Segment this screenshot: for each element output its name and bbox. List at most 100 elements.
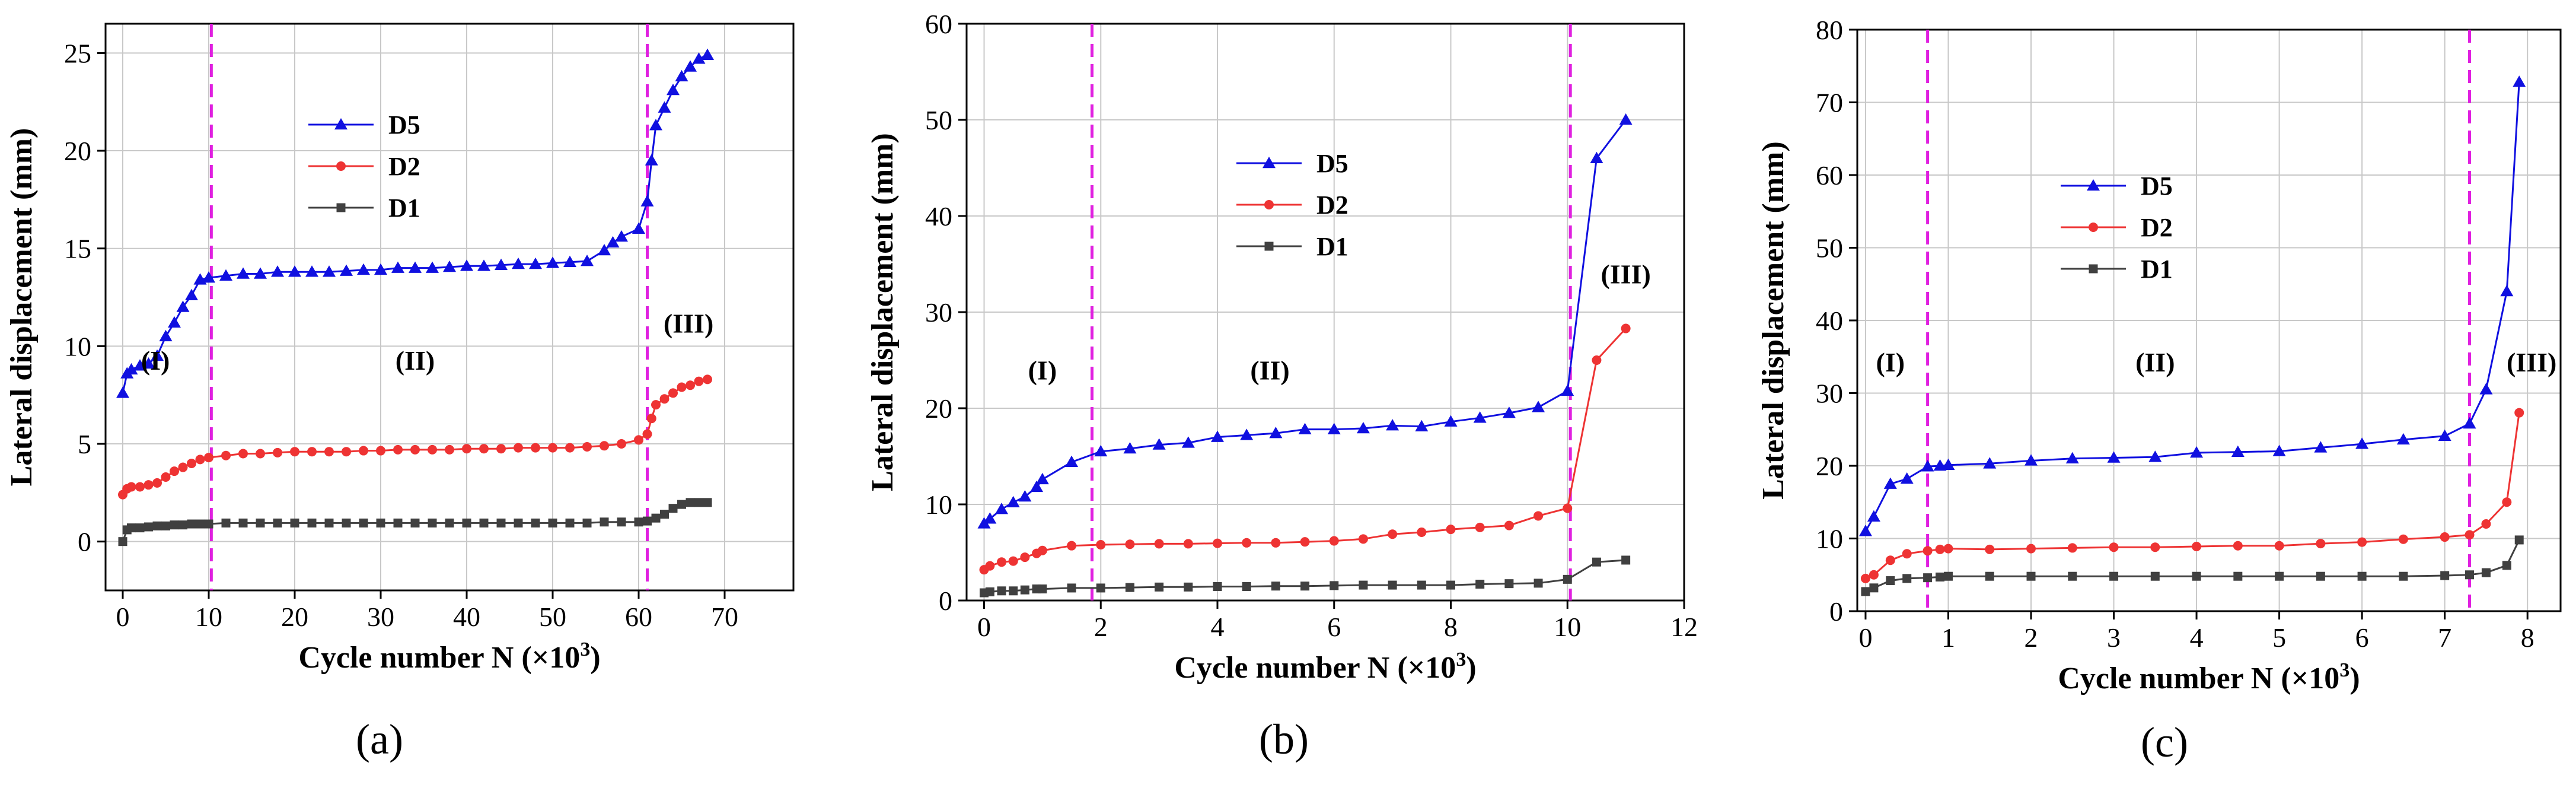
x-axis-title: Cycle number N (×103) [1174,649,1476,685]
data-point-d5 [159,329,173,342]
data-point-d1 [1155,582,1164,592]
data-point-d2 [195,455,205,465]
data-point-d5 [340,264,353,276]
phase-label: (II) [396,345,435,376]
data-point-d2 [1213,538,1223,548]
data-point-d1 [342,518,351,528]
series-d1 [980,555,1631,598]
data-point-d1 [668,504,678,513]
data-point-d5 [1035,472,1049,485]
data-point-d5 [391,261,404,273]
data-point-d2 [1242,538,1252,548]
data-point-d1 [1985,571,1994,581]
data-point-d2 [376,446,385,456]
data-point-d2 [342,447,351,457]
chart-panel-1: 0 10 20 30 40 50 60 70 0 5 10 15 20 25 Cycle number N … [5,23,795,763]
data-point-d5 [529,258,542,269]
data-point-d1 [393,518,403,528]
data-point-d2 [393,444,403,455]
data-point-d2 [1446,525,1456,535]
data-point-d1 [1213,582,1222,592]
data-point-d1 [187,519,196,529]
data-point-d2 [2192,541,2202,551]
data-point-d2 [1020,552,1030,563]
data-point-d2 [2465,530,2475,540]
data-point-d2 [548,443,557,453]
data-point-d2 [2502,497,2512,507]
data-point-d5 [640,195,654,206]
data-point-d2 [135,482,145,492]
data-point-d2 [617,439,626,449]
series-line-d2 [983,328,1627,571]
data-point-d5 [151,349,164,361]
data-point-d1 [1902,574,1912,583]
data-point-d5 [1006,495,1020,508]
data-point-d5 [116,386,129,398]
data-point-d1 [1417,580,1426,590]
data-point-d1 [428,518,437,528]
data-point-d5 [581,255,594,266]
y-tick-label: 60 [925,9,952,39]
data-point-d5 [1900,472,1914,484]
data-point-d1 [677,500,686,509]
data-point-d2 [1869,570,1879,580]
data-point-d2 [694,376,704,386]
data-point-d1 [290,518,299,528]
data-point-d1 [1271,582,1280,591]
data-point-d5 [305,265,318,277]
series-d5 [116,48,714,398]
data-point-d5 [288,265,301,277]
data-point-d2 [144,480,154,490]
data-point-d2 [1300,537,1310,547]
y-tick-label: 10 [925,490,952,520]
data-point-d5 [1152,438,1166,450]
data-point-d5 [1123,442,1137,454]
data-point-d5 [1327,422,1341,434]
data-point-d5 [2438,429,2451,441]
data-point-d2 [514,443,523,453]
data-point-d1 [1446,580,1456,590]
data-point-d1 [1388,580,1397,590]
data-point-d5 [606,236,620,248]
panel-label: (b) [1259,716,1309,763]
x-tick-label: 70 [711,602,738,632]
phase-label: (II) [2135,347,2175,377]
data-point-d2 [997,557,1007,567]
data-point-d2 [290,447,299,457]
x-axis-title: Cycle number N (×103) [2058,659,2360,695]
y-tick-label: 0 [939,586,952,616]
data-point-d2 [646,414,656,424]
phase-label: (I) [1028,355,1057,385]
y-tick-label: 60 [1816,160,1843,190]
y-axis-title: Lateral displacement (mm) [866,133,900,491]
x-axis-title-superscript: 3 [580,638,590,660]
x-tick-label: 20 [281,602,308,632]
legend-label-d5: D5 [2141,171,2173,201]
y-tick-label: 70 [1816,88,1843,118]
data-point-d5 [2107,451,2121,463]
data-point-d1 [660,510,669,519]
legend-marker-d2 [1264,200,1274,209]
legend-marker-d2 [336,161,346,171]
y-tick-label: 40 [925,201,952,231]
data-point-d1 [144,522,153,532]
data-point-d1 [1020,585,1029,595]
x-tick-label: 5 [2272,622,2286,653]
data-point-d1 [256,518,265,528]
data-point-d5 [1298,422,1312,434]
x-tick-label: 2 [2025,622,2038,653]
data-point-d2 [1943,544,1953,554]
legend: D5 D2 D1 [2061,171,2173,284]
x-tick-label: 3 [2107,622,2121,653]
y-tick-label: 10 [1816,524,1843,554]
data-point-d1 [204,519,213,529]
data-point-d2 [2150,542,2160,552]
data-point-d1 [2275,571,2284,581]
legend-marker-d1 [336,203,346,212]
data-point-d1 [600,517,609,527]
data-point-d2 [565,443,575,453]
data-point-d1 [307,518,317,528]
data-point-d5 [2479,383,2493,395]
x-axis-title-end: ) [1466,651,1476,685]
